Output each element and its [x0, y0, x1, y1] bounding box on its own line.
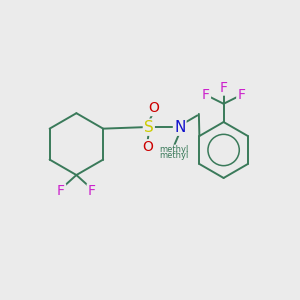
Text: O: O: [142, 140, 153, 154]
Text: O: O: [148, 101, 159, 115]
Text: F: F: [220, 81, 228, 94]
Text: F: F: [88, 184, 96, 198]
Text: F: F: [202, 88, 210, 102]
Text: F: F: [237, 88, 245, 102]
Text: N: N: [174, 120, 185, 135]
Text: methyl: methyl: [160, 151, 189, 160]
Text: F: F: [57, 184, 65, 198]
Text: methyl: methyl: [160, 146, 189, 154]
Text: S: S: [144, 120, 154, 135]
